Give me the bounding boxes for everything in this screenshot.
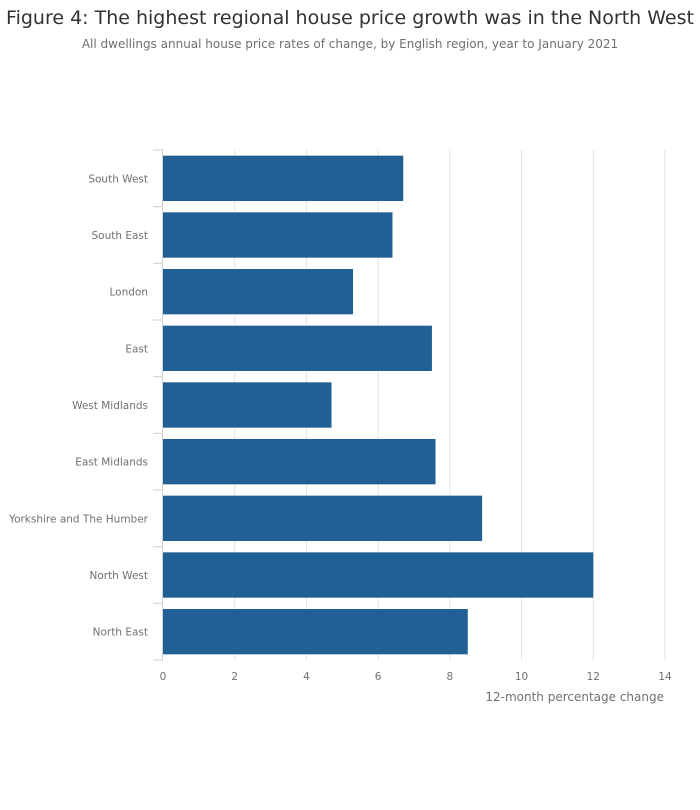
chart-title: Figure 4: The highest regional house pri… [6, 7, 694, 29]
bar[interactable] [163, 325, 432, 371]
y-tick-label: South East [91, 230, 148, 242]
bar[interactable] [163, 495, 483, 541]
bar[interactable] [163, 212, 393, 258]
axes: 0 2 4 6 8 10 12 14 South West South East London Eas… [8, 149, 672, 683]
y-tick-label: North East [93, 627, 148, 639]
bar[interactable] [163, 552, 594, 598]
y-tick-label: East Midlands [75, 457, 148, 469]
y-tick-label: West Midlands [72, 400, 148, 412]
x-tick-label: 10 [515, 671, 528, 683]
x-tick-label: 2 [231, 671, 238, 683]
x-tick-label: 0 [160, 671, 167, 683]
x-tick-label: 12 [587, 671, 600, 683]
bar[interactable] [163, 269, 354, 315]
bars [163, 155, 594, 655]
x-axis-title: 12-month percentage change [485, 690, 664, 704]
bar[interactable] [163, 609, 468, 655]
chart-subtitle: All dwellings annual house price rates o… [81, 37, 619, 51]
bar[interactable] [163, 155, 404, 201]
x-tick-label: 6 [375, 671, 382, 683]
y-tick-label: London [110, 287, 149, 299]
x-tick-label: 4 [303, 671, 310, 683]
bar[interactable] [163, 439, 436, 485]
y-tick-label: East [125, 343, 148, 355]
y-tick-label: South West [88, 173, 148, 185]
bar[interactable] [163, 382, 332, 428]
y-tick-label: North West [89, 570, 148, 582]
y-tick-label: Yorkshire and The Humber [8, 513, 149, 525]
x-tick-label: 14 [658, 671, 672, 683]
x-tick-label: 8 [447, 671, 454, 683]
